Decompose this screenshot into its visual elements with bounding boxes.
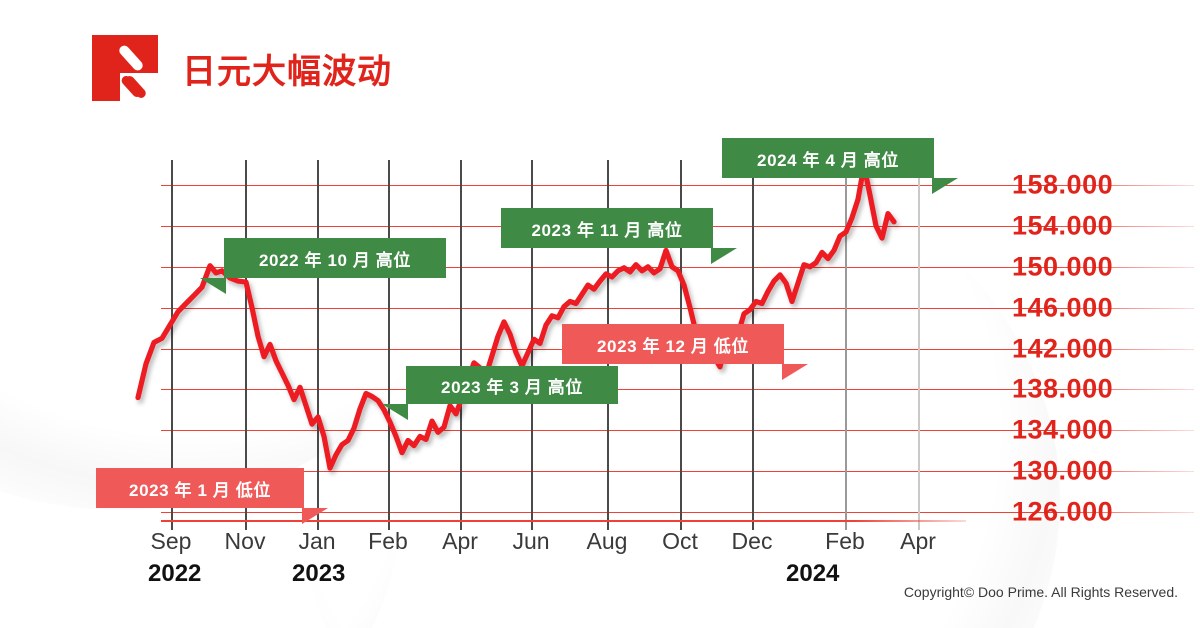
annotation-high-2022-10: 2022 年 10 月 高位 xyxy=(224,238,446,278)
gridline-vertical xyxy=(317,160,319,530)
x-axis-tick-label: Feb xyxy=(368,528,408,554)
gridline-vertical xyxy=(388,160,390,530)
y-axis-tick-label: 130.000 xyxy=(1012,455,1114,486)
price-line-series xyxy=(135,163,897,471)
gridline-vertical xyxy=(460,160,462,530)
x-axis-tick-label: Aug xyxy=(586,528,628,554)
annotation-low-2023-01: 2023 年 1 月 低位 xyxy=(96,468,304,508)
x-axis-year-label: 2024 xyxy=(786,560,840,587)
x-axis-tick-label: Nov xyxy=(224,528,266,554)
y-axis-tick-label: 138.000 xyxy=(1012,373,1114,404)
x-axis-line xyxy=(161,520,966,522)
x-axis-tick-label: Feb xyxy=(825,528,865,554)
annotation-high-2023-11: 2023 年 11 月 高位 xyxy=(501,208,713,248)
y-axis-tick-label: 158.000 xyxy=(1012,169,1114,200)
header: 日元大幅波动 xyxy=(90,33,392,103)
doo-prime-logo-icon xyxy=(90,33,160,103)
x-axis-tick-label: Apr xyxy=(900,528,936,554)
gridline-horizontal xyxy=(161,430,1194,432)
x-axis-tick-label: Jun xyxy=(512,528,550,554)
annotation-low-2023-12: 2023 年 12 月 低位 xyxy=(562,324,784,364)
y-axis-tick-label: 154.000 xyxy=(1012,210,1114,241)
x-axis-tick-label: Jan xyxy=(298,528,336,554)
y-axis-tick-label: 142.000 xyxy=(1012,333,1114,363)
page-title: 日元大幅波动 xyxy=(182,52,392,91)
annotation-pointer-high-2022-10 xyxy=(200,278,226,294)
x-axis-year-label: 2023 xyxy=(292,560,346,587)
gridline-vertical xyxy=(171,160,173,530)
x-axis-tick-label: Oct xyxy=(662,528,698,554)
gridline-horizontal xyxy=(161,307,1194,309)
gridline-horizontal xyxy=(161,389,1194,391)
x-axis-tick-label: Dec xyxy=(731,528,773,554)
x-axis-tick-label: Sep xyxy=(150,528,192,554)
x-axis-year-label: 2022 xyxy=(148,560,202,587)
gridline-horizontal xyxy=(161,471,1194,473)
x-axis-tick-label: Apr xyxy=(442,528,478,554)
annotation-pointer-high-2023-11 xyxy=(711,248,737,264)
annotation-pointer-low-2023-12 xyxy=(782,364,808,380)
copyright-text: Copyright© Doo Prime. All Rights Reserve… xyxy=(903,584,1178,600)
annotation-pointer-low-2023-01 xyxy=(302,508,328,524)
y-axis-tick-label: 126.000 xyxy=(1012,496,1114,527)
gridline-vertical xyxy=(918,160,920,530)
gridline-horizontal xyxy=(161,266,1194,268)
gridline-horizontal xyxy=(161,185,1194,186)
annotation-pointer-high-2024-04 xyxy=(932,178,958,194)
gridline-vertical xyxy=(845,160,847,530)
annotation-high-2023-03: 2023 年 3 月 高位 xyxy=(406,366,618,404)
y-axis-tick-label: 134.000 xyxy=(1012,414,1114,445)
gridline-horizontal xyxy=(161,512,1194,513)
annotation-pointer-high-2023-03 xyxy=(382,404,408,420)
y-axis-labels: 158.000 154.000 150.000 146.000 142.000 138.0… xyxy=(1012,160,1152,527)
annotation-high-2024-04: 2024 年 4 月 高位 xyxy=(722,138,934,178)
y-axis-tick-label: 146.000 xyxy=(1012,292,1114,323)
y-axis-tick-label: 150.000 xyxy=(1012,251,1114,282)
gridline-vertical xyxy=(245,160,247,530)
